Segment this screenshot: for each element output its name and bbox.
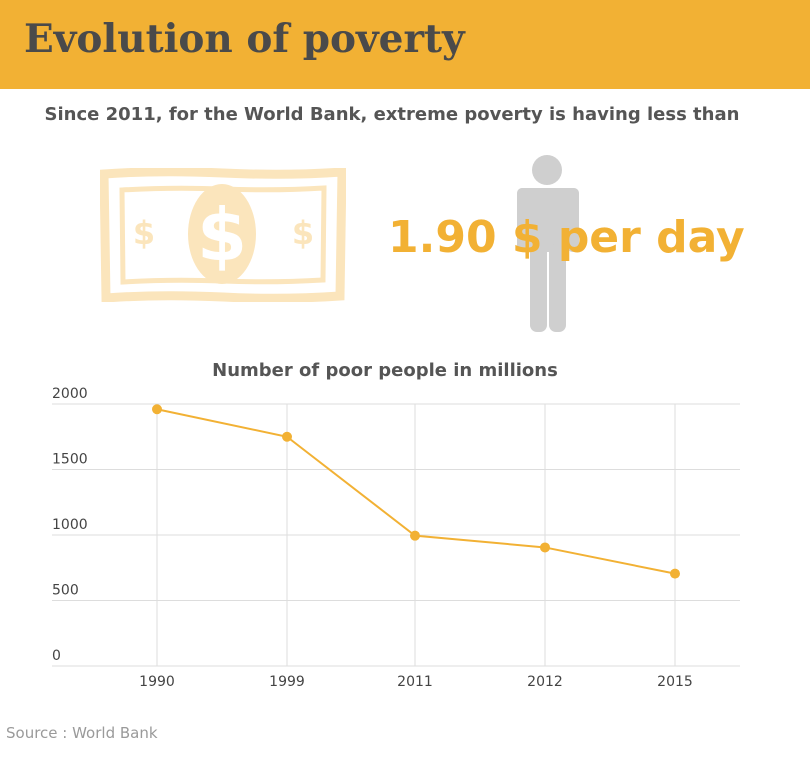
person-silhouette-icon	[517, 155, 579, 332]
poverty-line-amount: 1.90 $ per day	[388, 212, 745, 263]
data-point	[282, 431, 292, 442]
x-tick-label: 2015	[657, 674, 693, 690]
y-tick-label: 500	[52, 583, 79, 599]
data-point	[670, 568, 680, 579]
svg-text:$: $	[133, 214, 155, 252]
svg-text:$: $	[292, 214, 314, 252]
x-tick-label: 1999	[269, 674, 305, 690]
subtitle: Since 2011, for the World Bank, extreme …	[44, 104, 740, 125]
page-title: Evolution of poverty	[24, 16, 465, 62]
x-tick-label: 2011	[397, 674, 433, 690]
source-note: Source : World Bank	[6, 724, 158, 742]
header-bar: Evolution of poverty	[0, 0, 810, 89]
y-tick-label: 1000	[52, 517, 88, 533]
data-point	[152, 404, 162, 415]
svg-text:$: $	[197, 193, 247, 277]
y-tick-label: 0	[52, 648, 61, 664]
chart-title: Number of poor people in millions	[212, 360, 558, 381]
y-tick-label: 2000	[52, 386, 88, 402]
data-point	[540, 542, 550, 553]
y-tick-label: 1500	[52, 452, 88, 468]
poverty-line-chart: 0 500 1000 1500 2000 1990 1999 2011 2012 2015	[52, 386, 740, 690]
data-point	[410, 530, 420, 541]
x-tick-label: 2012	[527, 674, 563, 690]
series-line	[156, 408, 676, 575]
x-tick-label: 1990	[139, 674, 175, 690]
dollar-banknote-icon: $ $ $	[100, 168, 346, 302]
